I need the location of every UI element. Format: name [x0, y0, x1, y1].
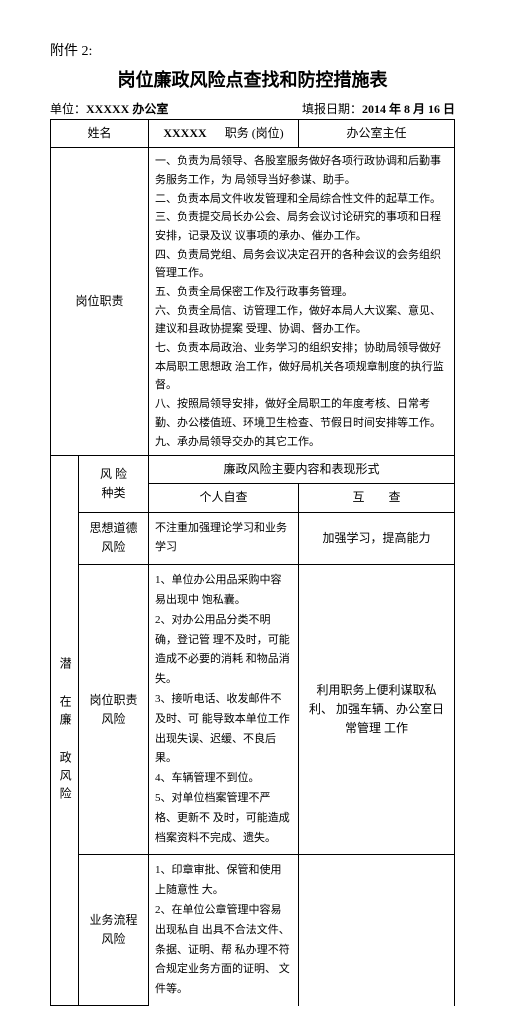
risk-main-header: 廉政风险主要内容和表现形式: [149, 456, 455, 484]
table-row: 姓名 XXXXX 职务 (岗位) 办公室主任: [51, 120, 455, 148]
table-row: 潜 在廉 政风险 风 险 种类 廉政风险主要内容和表现形式: [51, 456, 455, 484]
process-mutual: [299, 855, 455, 1006]
unit-value: XXXXX 办公室: [86, 102, 168, 116]
risk-category-label: 风 险 种类: [79, 456, 149, 512]
name-label: 姓名: [51, 120, 149, 148]
moral-mutual: 加强学习，提高能力: [299, 512, 455, 565]
table-row: 业务流程 风险 1、印章审批、保管和使用上随意性 大。 2、在单位公章管理中容易…: [51, 855, 455, 1006]
date-value: 2014 年 8 月 16 日: [362, 102, 455, 116]
duties-label: 岗位职责: [51, 148, 149, 456]
unit-label: 单位：: [50, 102, 86, 116]
meta-row: 单位：XXXXX 办公室 填报日期：2014 年 8 月 16 日: [50, 100, 455, 117]
moral-self: 不注重加强理论学习和业务学习: [149, 512, 299, 565]
page-title: 岗位廉政风险点查找和防控措施表: [50, 66, 455, 92]
name-value: XXXXX 职务 (岗位): [149, 120, 299, 148]
table-row: 思想道德 风险 不注重加强理论学习和业务学习 加强学习，提高能力: [51, 512, 455, 565]
table-row: 岗位职责 一、负责为局领导、各股室服务做好各项行政协调和后勤事务服务工作，为 局…: [51, 148, 455, 456]
potential-risk-label: 潜 在廉 政风险: [51, 456, 79, 1006]
process-cat: 业务流程 风险: [79, 855, 149, 1006]
date-label: 填报日期：: [302, 102, 362, 116]
mutual-check-label: 互 查: [299, 484, 455, 512]
post-cat: 岗位职责 风险: [79, 565, 149, 855]
moral-cat: 思想道德 风险: [79, 512, 149, 565]
process-self: 1、印章审批、保管和使用上随意性 大。 2、在单位公章管理中容易出现私自 出具不…: [149, 855, 299, 1006]
attachment-label: 附件 2:: [50, 40, 455, 60]
risk-table: 姓名 XXXXX 职务 (岗位) 办公室主任 岗位职责 一、负责为局领导、各股室…: [50, 119, 455, 1006]
post-self: 1、单位办公用品采购中容易出现中 饱私囊。 2、对办公用品分类不明确，登记管 理…: [149, 565, 299, 855]
table-row: 岗位职责 风险 1、单位办公用品采购中容易出现中 饱私囊。 2、对办公用品分类不…: [51, 565, 455, 855]
duties-text: 一、负责为局领导、各股室服务做好各项行政协调和后勤事务服务工作，为 局领导当好参…: [149, 148, 455, 456]
self-check-label: 个人自查: [149, 484, 299, 512]
post-mutual: 利用职务上便利谋取私利、 加强车辆、办公室日常管理 工作: [299, 565, 455, 855]
post-value: 办公室主任: [299, 120, 455, 148]
